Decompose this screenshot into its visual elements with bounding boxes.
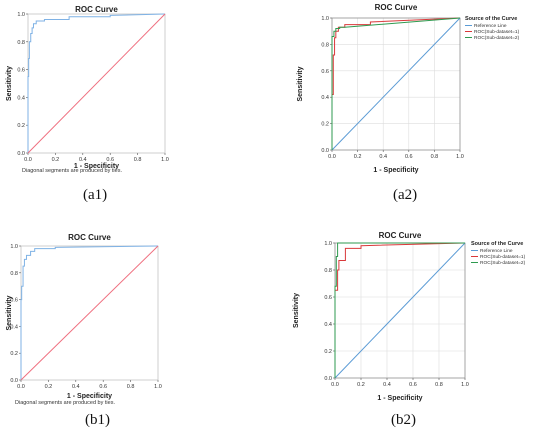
- x-tick-label: 0.4: [379, 154, 387, 160]
- x-tick-label: 0.8: [435, 382, 443, 388]
- x-tick-label: 0.6: [99, 384, 107, 390]
- x-tick-label: 1.0: [461, 382, 469, 388]
- y-tick-label: 1.0: [17, 12, 25, 18]
- roc-chart-a2: 0.00.0 0.2 0.2 0.4 0.4 0.6 0.6 0.8 0.8 1.0 1.0 ROC …: [297, 3, 520, 174]
- y-tick-label: 0.4: [17, 95, 25, 101]
- y-axis-label: Sensitivity: [6, 295, 13, 330]
- y-tick-label: 1.0: [321, 16, 329, 22]
- series-line-roc: [27, 13, 166, 153]
- series-line-roc: [20, 245, 159, 380]
- x-tick-label: 0.8: [134, 157, 142, 163]
- y-tick-label: 0.6: [321, 69, 329, 75]
- x-tick-label: 0.2: [354, 154, 362, 160]
- roc-chart-b2: 0.00.0 0.2 0.2 0.4 0.4 0.6 0.6 0.8 0.8 1.0 1.0 ROC …: [293, 231, 526, 402]
- roc-chart-b1: 0.00.0 0.2 0.2 0.4 0.4 0.6 0.6 0.8 0.8 1.0 1.0 ROC …: [6, 233, 162, 406]
- x-tick-label: 0.0: [331, 382, 339, 388]
- x-tick-label: 0.6: [405, 154, 413, 160]
- x-tick-label: 0.0: [24, 157, 32, 163]
- y-axis-label: Sensitivity: [6, 66, 13, 101]
- x-axis-label: 1 - Specificity: [373, 167, 418, 174]
- y-tick-label: 0.8: [17, 40, 25, 46]
- y-tick-label: 0.2: [10, 351, 18, 357]
- x-tick-label: 0.2: [52, 157, 60, 163]
- y-tick-label: 0.0: [321, 148, 329, 154]
- series-line-1: [334, 242, 466, 378]
- x-axis-label: 1 - Specificity: [377, 395, 422, 402]
- legend-entry: Reference Line: [480, 248, 513, 254]
- x-tick-label: 0.4: [383, 382, 391, 388]
- legend-entry: ROC(Sub-dataset=2): [474, 35, 520, 41]
- chart-title: ROC Curve: [375, 3, 418, 12]
- roc-chart-a1: 0.00.0 0.2 0.2 0.4 0.4 0.6 0.6 0.8 0.8 1.0 1.0 ROC …: [6, 5, 169, 174]
- x-tick-label: 0.8: [431, 154, 439, 160]
- y-tick-label: 0.4: [10, 324, 18, 330]
- y-tick-label: 0.8: [321, 42, 329, 48]
- series-line-2: [334, 242, 465, 378]
- x-tick-label: 0.2: [357, 382, 365, 388]
- x-tick-label: 0.8: [127, 384, 135, 390]
- series-line-0: [334, 242, 466, 379]
- y-tick-label: 0.8: [324, 268, 332, 274]
- legend-entry: ROC(Sub-dataset=1): [480, 254, 526, 260]
- x-tick-label: 0.0: [328, 154, 336, 160]
- x-tick-label: 0.6: [409, 382, 417, 388]
- x-axis-label: 1 - Specificity: [67, 393, 112, 400]
- y-tick-label: 0.6: [17, 68, 25, 74]
- legend-title: Source of the Curve: [465, 16, 517, 22]
- caption-a1: (a1): [83, 187, 108, 203]
- legend-entry: ROC(Sub-dataset=2): [480, 260, 526, 266]
- x-tick-label: 1.0: [154, 384, 162, 390]
- y-tick-label: 1.0: [10, 244, 18, 250]
- legend-entry: Reference Line: [474, 23, 507, 29]
- y-tick-label: 0.6: [324, 295, 332, 301]
- chart-note: Diagonal segments are produced by ties.: [22, 168, 122, 174]
- y-tick-label: 0.4: [324, 322, 332, 328]
- y-axis-label: Sensitivity: [297, 66, 304, 101]
- caption-b2: (b2): [391, 412, 416, 428]
- y-tick-label: 0.2: [17, 123, 25, 129]
- series-line-2: [331, 17, 461, 150]
- y-tick-label: 0.6: [10, 298, 18, 304]
- y-tick-label: 0.0: [17, 151, 25, 157]
- x-tick-label: 0.4: [72, 384, 80, 390]
- y-tick-label: 0.0: [324, 376, 332, 382]
- chart-title: ROC Curve: [68, 233, 111, 242]
- x-tick-label: 0.6: [106, 157, 114, 163]
- y-tick-label: 0.2: [324, 349, 332, 355]
- x-tick-label: 1.0: [161, 157, 169, 163]
- chart-title: ROC Curve: [379, 231, 422, 240]
- x-tick-label: 1.0: [456, 154, 464, 160]
- y-tick-label: 0.2: [321, 122, 329, 128]
- y-tick-label: 0.4: [321, 95, 329, 101]
- series-line-0: [331, 17, 461, 151]
- legend-title: Source of the Curve: [471, 241, 523, 247]
- x-tick-label: 0.2: [45, 384, 53, 390]
- y-tick-label: 1.0: [324, 241, 332, 247]
- series-line-reference: [27, 13, 166, 154]
- x-axis-label: 1 - Specificity: [74, 163, 119, 170]
- legend-entry: ROC(Sub-dataset=1): [474, 29, 520, 35]
- y-tick-label: 0.8: [10, 271, 18, 277]
- series-line-reference: [20, 245, 159, 381]
- y-tick-label: 0.0: [10, 378, 18, 384]
- x-tick-label: 0.4: [79, 157, 87, 163]
- caption-a2: (a2): [393, 187, 418, 203]
- caption-b1: (b1): [85, 412, 110, 428]
- chart-note: Diagonal segments are produced by ties.: [15, 400, 115, 406]
- x-tick-label: 0.0: [17, 384, 25, 390]
- y-axis-label: Sensitivity: [293, 293, 300, 328]
- chart-title: ROC Curve: [75, 5, 118, 14]
